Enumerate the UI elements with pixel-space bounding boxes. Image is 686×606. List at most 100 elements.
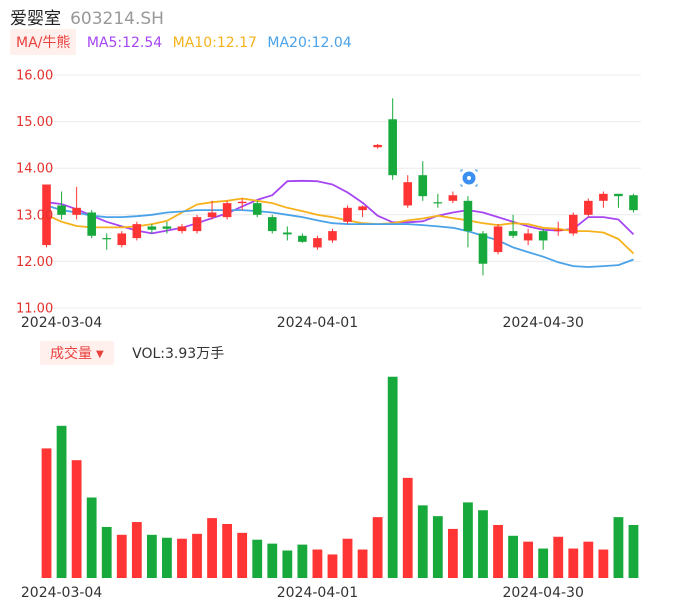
volume-date-tick-label: 2024-04-30 xyxy=(502,585,583,601)
volume-date-axis: 2024-03-04 2024-04-01 2024-04-30 xyxy=(21,585,584,601)
candle xyxy=(267,214,277,234)
candle-body xyxy=(358,206,367,211)
candle xyxy=(553,221,563,236)
candle-body xyxy=(57,205,66,215)
candle xyxy=(222,200,232,220)
candle-body xyxy=(237,201,247,204)
volume-bar xyxy=(402,477,413,578)
candle xyxy=(493,224,503,255)
candle xyxy=(237,198,247,211)
stock-header: 爱婴室 603214.SH xyxy=(10,4,164,29)
candle-body xyxy=(418,175,428,197)
candle xyxy=(599,191,608,208)
price-tick-label: 12.00 xyxy=(16,255,53,270)
volume-bar xyxy=(447,528,458,578)
candle xyxy=(162,221,172,234)
candle-body xyxy=(629,195,638,211)
candle-body xyxy=(478,233,488,264)
stock-name: 爱婴室 xyxy=(10,9,61,29)
volume-bar xyxy=(553,536,564,578)
candle-body xyxy=(192,217,202,232)
candlestick-chart[interactable]: 16.00 15.00 14.00 13.00 12.00 11.00 2024-03-0… xyxy=(0,0,686,330)
volume-bar xyxy=(192,533,202,578)
date-tick-label: 2024-03-04 xyxy=(21,315,102,330)
candle xyxy=(523,228,533,246)
candle-body xyxy=(388,119,397,176)
candle-body xyxy=(102,238,112,240)
ma20-line xyxy=(46,204,634,268)
candle xyxy=(57,191,66,220)
volume-bar xyxy=(568,548,579,578)
price-tick-label: 15.00 xyxy=(16,115,53,130)
ma-legend: MA/牛熊 MA5:12.54 MA10:12.17 MA20:12.04 xyxy=(10,29,352,55)
volume-bars xyxy=(41,376,639,578)
candle-body xyxy=(298,235,307,242)
volume-bar xyxy=(297,544,308,578)
stock-code: 603214.SH xyxy=(70,9,164,29)
candle-body xyxy=(207,212,217,218)
volume-bar xyxy=(56,425,67,578)
candle-body xyxy=(72,207,81,215)
ma-indicator-selector[interactable]: MA/牛熊 xyxy=(10,29,77,55)
caret-down-icon: ▼ xyxy=(96,349,104,360)
candle-body xyxy=(508,231,518,236)
volume-indicator-selector[interactable]: 成交量 ▼ xyxy=(40,341,114,365)
candle xyxy=(117,231,127,248)
volume-bar xyxy=(162,537,172,578)
volume-bar xyxy=(131,522,142,578)
candle xyxy=(538,228,548,250)
candle xyxy=(192,214,202,234)
candle xyxy=(207,200,217,220)
price-tick-label: 11.00 xyxy=(16,302,53,317)
candle-body xyxy=(599,193,608,201)
volume-bar xyxy=(387,376,398,578)
volume-bar xyxy=(598,549,609,578)
candle xyxy=(478,231,488,276)
volume-bar xyxy=(327,554,338,578)
candle-body xyxy=(252,203,262,215)
price-tick-label: 16.00 xyxy=(16,69,53,84)
candle-body xyxy=(493,226,503,253)
candle-body xyxy=(568,214,578,234)
volume-bar xyxy=(463,502,473,578)
candle-body xyxy=(523,233,533,241)
candle-body xyxy=(222,203,232,218)
candle xyxy=(87,210,96,239)
candle-body xyxy=(538,231,548,241)
price-tick-label: 14.00 xyxy=(16,162,53,177)
candle-body xyxy=(584,200,593,215)
candle-body xyxy=(87,212,96,236)
candle xyxy=(568,212,578,236)
candle-body xyxy=(177,226,187,232)
candle-body xyxy=(283,232,292,235)
volume-bar xyxy=(71,460,82,578)
bull-bear-marker-icon[interactable] xyxy=(460,169,478,187)
candle-body xyxy=(614,193,623,197)
candle xyxy=(433,193,443,208)
price-grid xyxy=(39,74,641,309)
candles xyxy=(42,98,638,276)
candle xyxy=(102,233,112,250)
candle-body xyxy=(403,182,413,206)
date-axis: 2024-03-04 2024-04-01 2024-04-30 xyxy=(21,315,584,330)
volume-bar xyxy=(508,535,518,578)
volume-bar xyxy=(207,518,217,578)
volume-bar xyxy=(432,516,443,578)
volume-bar xyxy=(116,534,127,578)
volume-bar xyxy=(613,517,624,578)
candle xyxy=(388,98,397,180)
ma-lines xyxy=(46,179,635,268)
candle-body xyxy=(117,233,127,246)
date-tick-label: 2024-04-30 xyxy=(502,315,583,330)
volume-bar xyxy=(252,539,263,578)
candle-body xyxy=(433,202,443,204)
candle-body xyxy=(267,217,277,232)
candle xyxy=(147,224,157,234)
candle xyxy=(298,233,307,243)
volume-bar xyxy=(312,549,323,578)
ma10-line xyxy=(46,197,635,255)
date-tick-label: 2024-04-01 xyxy=(277,315,358,330)
ma10-legend: MA10:12.17 xyxy=(172,35,257,51)
volume-bar xyxy=(282,550,293,578)
candle xyxy=(584,198,593,218)
